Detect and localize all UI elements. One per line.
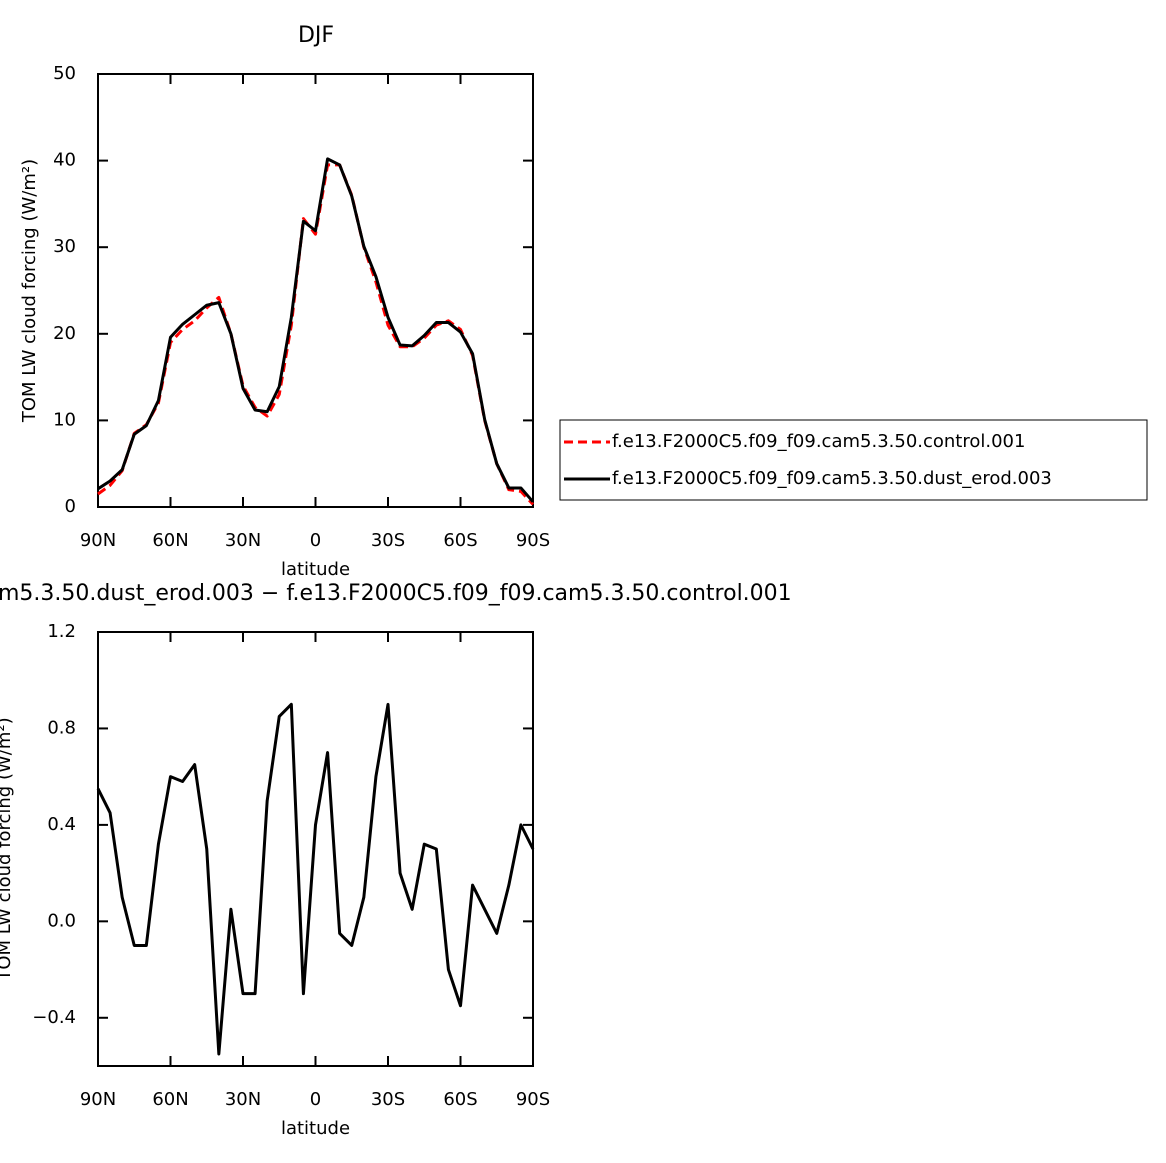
y-tick-label: 0.4 [47, 814, 76, 835]
y-tick-label: 50 [53, 63, 76, 84]
x-tick-label: 90S [516, 1089, 550, 1110]
x-tick-label: 30N [225, 1089, 261, 1110]
x-tick-label: 60S [443, 530, 477, 551]
x-tick-label: 60N [152, 530, 188, 551]
chart-title: DJF [298, 23, 334, 48]
plot-frame [97, 73, 534, 508]
y-tick-label: 0.0 [47, 910, 76, 931]
data-line [97, 163, 535, 506]
x-axis-label: latitude [281, 1118, 350, 1139]
y-tick-label: 40 [53, 150, 76, 171]
y-tick-label: 1.2 [47, 621, 76, 642]
legend-label: f.e13.F2000C5.f09_f09.cam5.3.50.dust_ero… [612, 468, 1052, 489]
data-line [97, 157, 535, 503]
plot-frame [97, 631, 534, 1067]
x-axis-label: latitude [281, 559, 350, 580]
y-axis-label: TOM LW cloud forcing (W/m²) [19, 159, 40, 423]
x-tick-label: 0 [310, 1089, 321, 1110]
y-tick-label: 30 [53, 236, 76, 257]
chart-title: m5.3.50.dust_erod.003 − f.e13.F2000C5.f0… [0, 581, 792, 606]
x-tick-label: 0 [310, 530, 321, 551]
y-axis-label: TOM LW cloud forcing (W/m²) [0, 717, 15, 981]
data-line [96, 702, 535, 1056]
legend-box [559, 419, 1148, 501]
y-tick-label: 0 [65, 496, 76, 517]
legend-label: f.e13.F2000C5.f09_f09.cam5.3.50.control.… [612, 431, 1025, 452]
x-tick-label: 60S [443, 1089, 477, 1110]
x-tick-label: 30N [225, 530, 261, 551]
x-tick-label: 30S [371, 530, 405, 551]
x-tick-label: 90N [80, 1089, 116, 1110]
x-tick-label: 30S [371, 1089, 405, 1110]
x-tick-label: 60N [152, 1089, 188, 1110]
y-tick-label: −0.4 [32, 1007, 76, 1028]
x-tick-label: 90S [516, 530, 550, 551]
y-tick-label: 0.8 [47, 717, 76, 738]
y-tick-label: 20 [53, 323, 76, 344]
x-tick-label: 90N [80, 530, 116, 551]
y-tick-label: 10 [53, 409, 76, 430]
